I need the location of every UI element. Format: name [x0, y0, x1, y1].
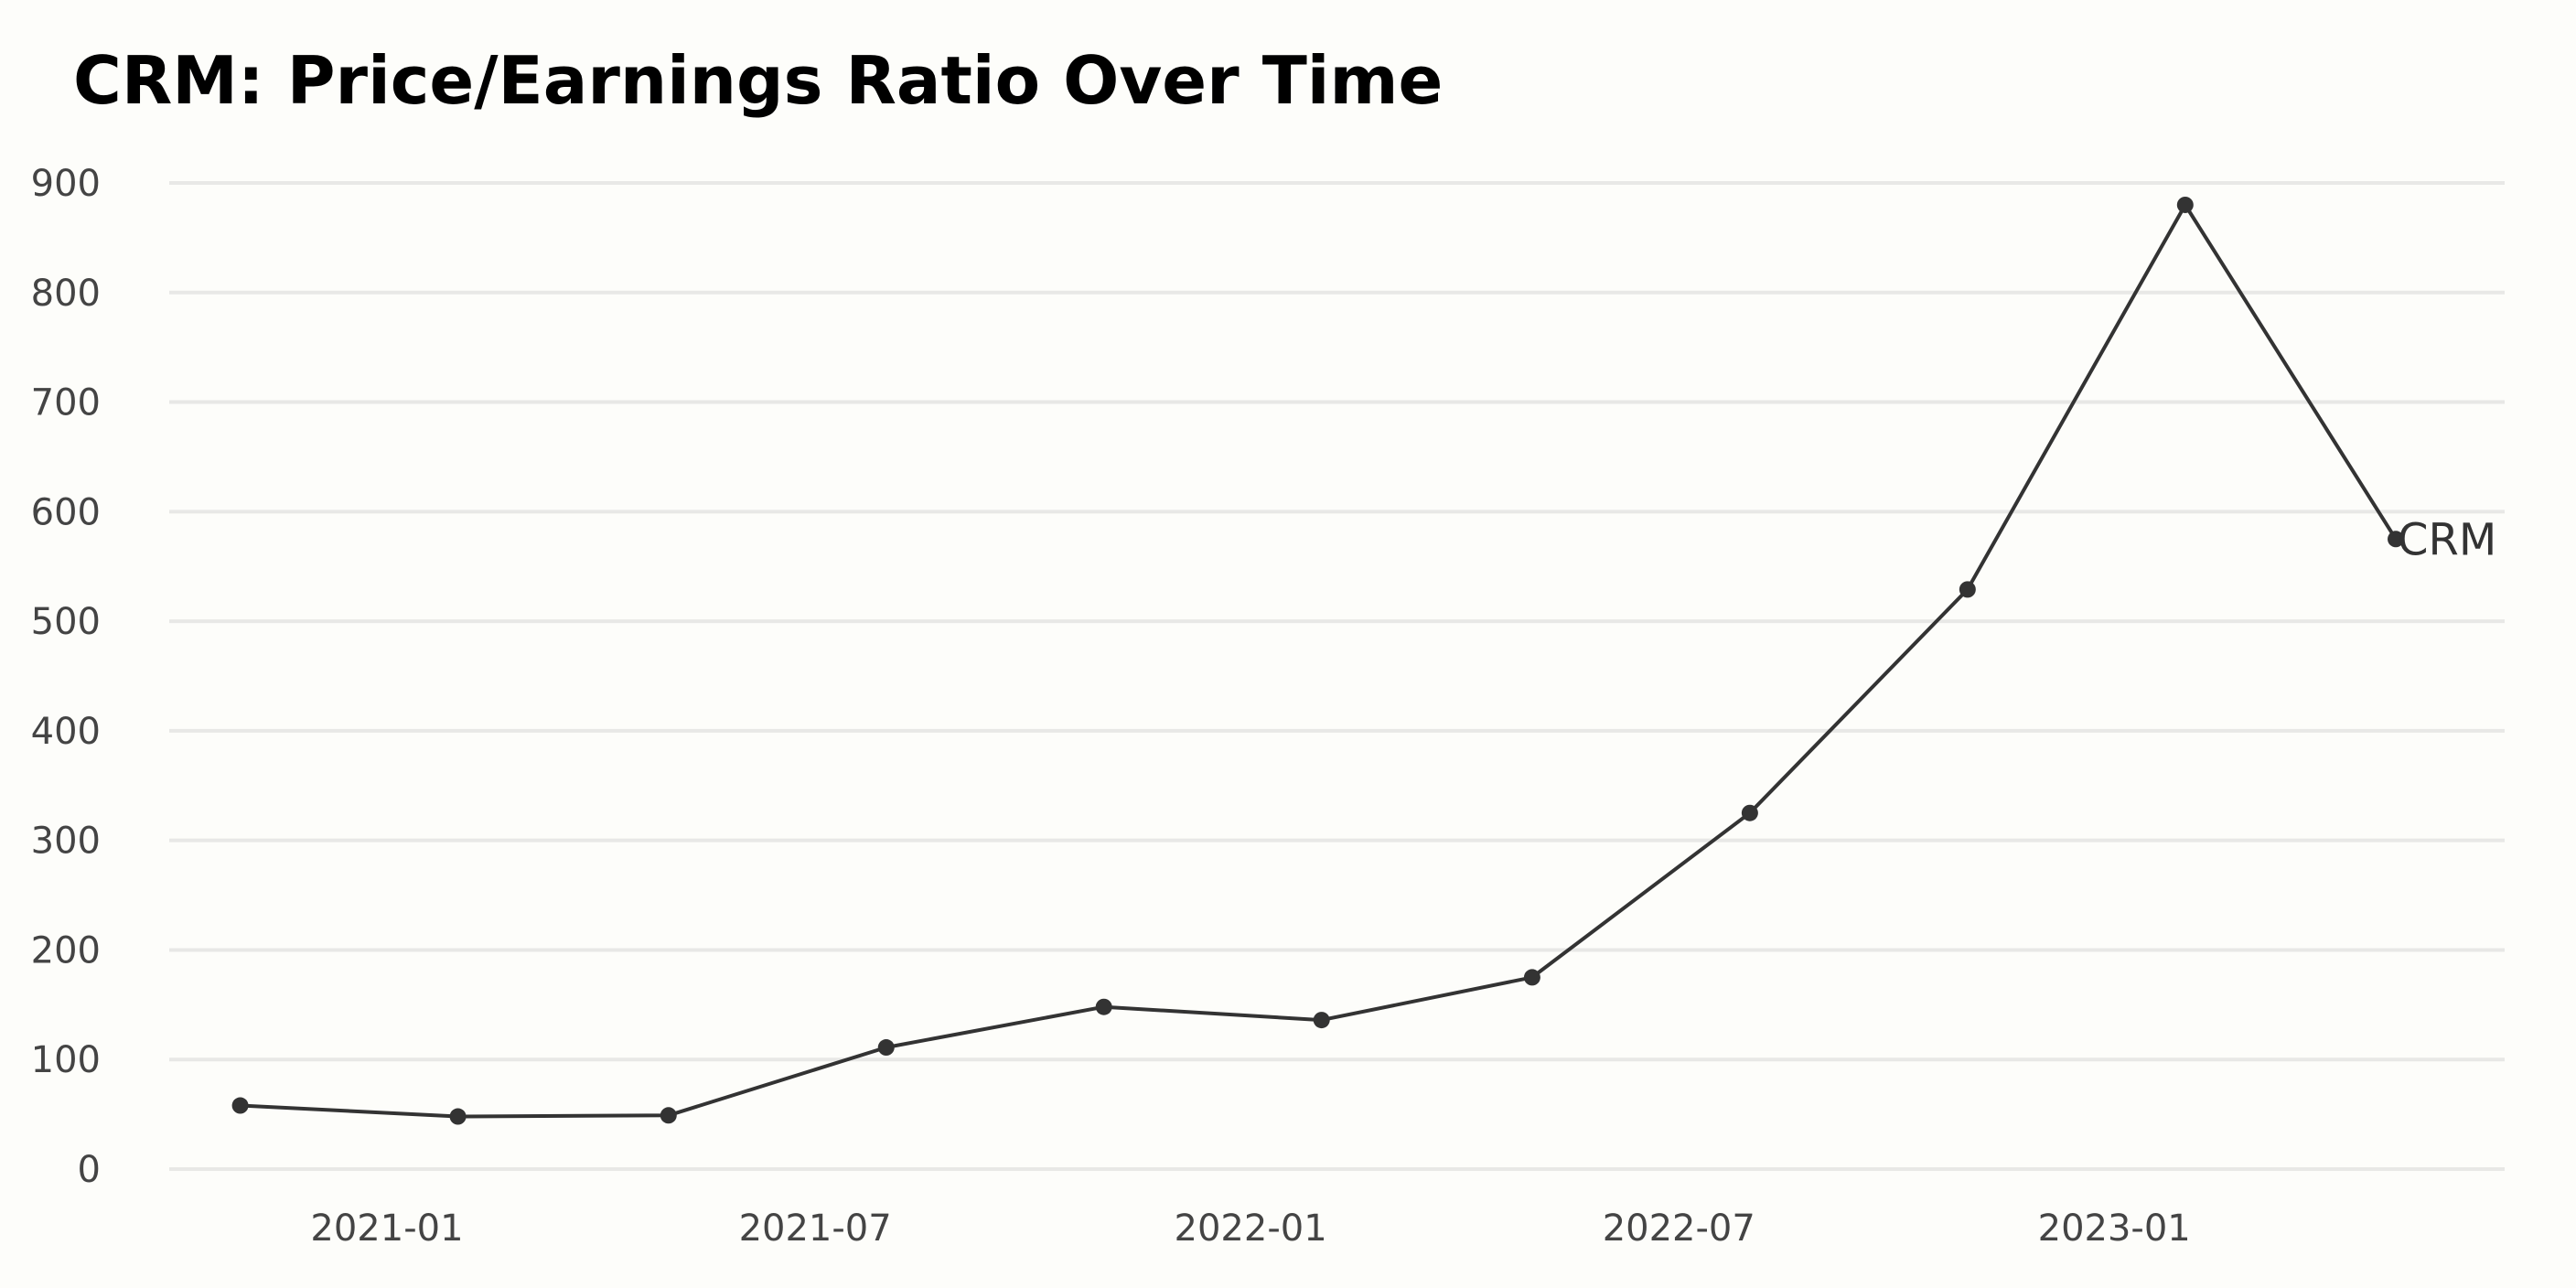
y-tick-label: 800: [31, 273, 101, 315]
gridlines: [169, 181, 2505, 1171]
y-tick-label: 500: [31, 601, 101, 643]
data-point: [2176, 196, 2194, 213]
data-point: [1741, 804, 1758, 821]
y-tick-label: 100: [31, 1039, 101, 1081]
x-axis-ticks: 2021-01 2021-07 2022-01 2022-07 2023-01: [310, 1208, 2190, 1250]
data-point: [877, 1039, 895, 1057]
series-crm: CRM: [231, 196, 2496, 1125]
x-tick-label: 2021-07: [739, 1208, 892, 1250]
y-tick-label: 600: [31, 491, 101, 533]
series-label: CRM: [2398, 514, 2496, 565]
data-point: [660, 1107, 677, 1124]
x-tick-label: 2021-01: [310, 1208, 463, 1250]
data-point: [2388, 531, 2405, 548]
data-point: [231, 1097, 249, 1114]
y-tick-label: 900: [31, 163, 101, 205]
y-axis-ticks: 0 100 200 300 400 500 600 700 800 900: [31, 163, 101, 1191]
x-tick-label: 2022-01: [1175, 1208, 1327, 1250]
y-tick-label: 200: [31, 929, 101, 971]
y-tick-label: 300: [31, 821, 101, 863]
y-tick-label: 700: [31, 382, 101, 424]
data-point: [1313, 1012, 1330, 1029]
x-tick-label: 2022-07: [1603, 1208, 1755, 1250]
series-line: [240, 203, 2398, 1119]
data-point: [449, 1108, 467, 1125]
data-point: [1523, 969, 1540, 986]
chart-title: CRM: Price/Earnings Ratio Over Time: [73, 42, 1444, 119]
y-tick-label: 400: [31, 711, 101, 753]
data-point: [1959, 581, 1976, 598]
y-tick-label: 0: [78, 1149, 101, 1191]
data-point: [1095, 998, 1112, 1015]
x-tick-label: 2023-01: [2038, 1208, 2191, 1250]
